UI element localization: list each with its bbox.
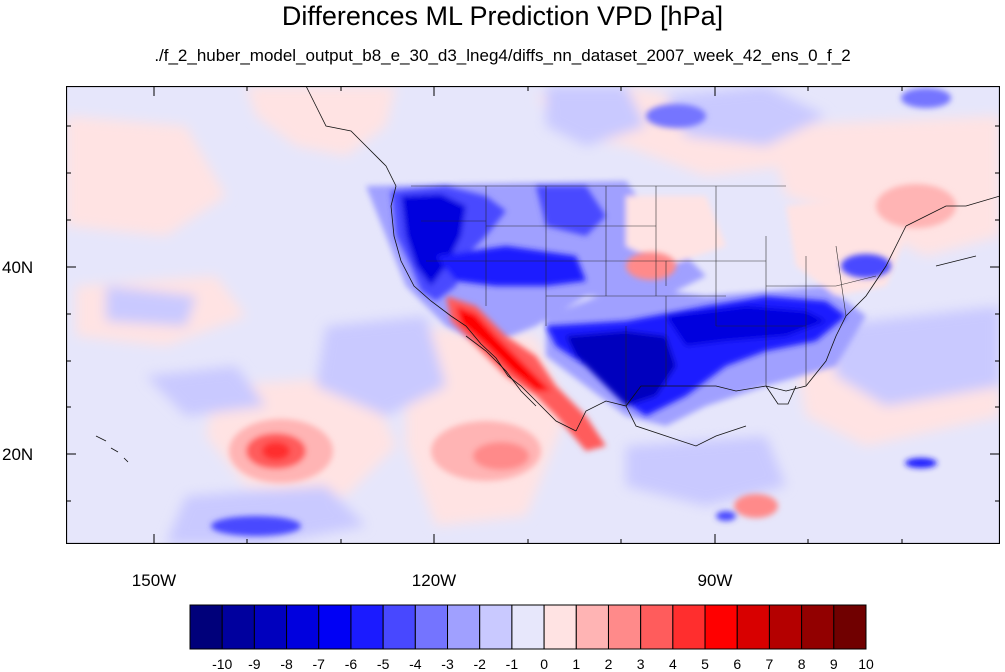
map-subtitle: ./f_2_huber_model_output_b8_e_30_d3_lneg…: [154, 46, 851, 65]
colorbar-tick-label: 6: [733, 656, 742, 672]
vpd-difference-map: [66, 86, 1000, 544]
colorbar-swatch: [640, 604, 674, 650]
map-frame: [66, 86, 1000, 544]
coastlines: [95, 86, 1000, 463]
colorbar-tick-label: -2: [473, 656, 486, 672]
colorbar-swatch: [736, 604, 770, 650]
colorbar-swatch: [768, 604, 803, 650]
colorbar-swatch: [704, 604, 738, 650]
colorbar-tick-label: 9: [829, 656, 838, 672]
colorbar-swatch: [543, 604, 577, 650]
colorbar-tick-label: -1: [505, 656, 519, 672]
lat-label-40n: 40N: [2, 258, 34, 277]
colorbar-swatch: [221, 604, 255, 650]
colorbar-tick-label: 5: [701, 656, 709, 672]
colorbar: [189, 604, 867, 650]
colorbar-swatch: [672, 604, 706, 650]
colorbar-tick-label: 7: [765, 656, 774, 672]
lon-ticks: [153, 86, 903, 544]
colorbar-tick-label: 10: [858, 656, 874, 672]
colorbar-tick-label: -8: [280, 656, 293, 672]
colorbar-tick-label: -3: [441, 656, 454, 672]
colorbar-tick-label: 1: [572, 656, 581, 672]
colorbar-tick-label: -7: [312, 656, 325, 672]
colorbar-swatch: [318, 604, 352, 650]
colorbar-swatch: [414, 604, 449, 650]
state-boundaries: [411, 185, 877, 406]
colorbar-swatch: [511, 604, 545, 650]
colorbar-tick-label: 8: [797, 656, 806, 672]
colorbar-swatch: [833, 604, 867, 650]
colorbar-swatch: [479, 604, 513, 650]
diff-field-positive: [229, 184, 956, 518]
colorbar-tick-label: -4: [409, 656, 422, 672]
colorbar-tick-label: -10: [212, 656, 233, 672]
lon-label-90w: 90W: [697, 571, 733, 590]
colorbar-swatch: [607, 604, 642, 650]
lat-ticks: [66, 125, 1000, 502]
colorbar-tick-label: 2: [604, 656, 613, 672]
lat-label-20n: 20N: [2, 445, 34, 464]
colorbar-tick-label: 0: [540, 656, 548, 672]
colorbar-tick-label: -9: [248, 656, 261, 672]
colorbar-swatch: [253, 604, 288, 650]
colorbar-tick-label: 4: [668, 656, 677, 672]
map-title: Differences ML Prediction VPD [hPa]: [281, 1, 724, 31]
colorbar-swatch: [447, 604, 481, 650]
colorbar-swatch: [189, 604, 223, 650]
colorbar-swatch: [575, 604, 609, 650]
colorbar-swatch: [801, 604, 835, 650]
colorbar-swatch: [286, 604, 320, 650]
colorbar-tick-label: -5: [376, 656, 390, 672]
colorbar-tick-label: 3: [636, 656, 645, 672]
colorbar-swatch: [382, 604, 416, 650]
lon-label-150w: 150W: [131, 571, 177, 590]
colorbar-tick-label: -6: [344, 656, 358, 672]
colorbar-swatch: [350, 604, 384, 650]
lon-label-120w: 120W: [411, 571, 457, 590]
